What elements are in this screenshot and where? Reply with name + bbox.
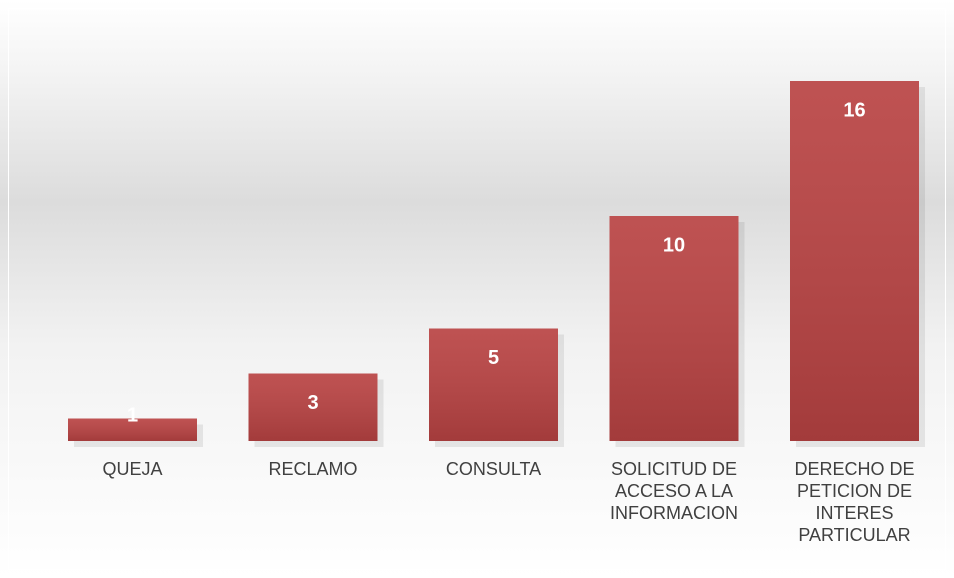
bar-shade (68, 418, 197, 441)
bar-shade (790, 81, 919, 441)
value-label: 5 (488, 347, 499, 369)
bar-shade (609, 216, 739, 441)
x-tick-label: CONSULTA (445, 459, 542, 479)
x-tick-label: SOLICITUD DE ACCESO A LA INFORMACION (610, 459, 738, 523)
plot-frame (8, 8, 946, 570)
x-tick-label: QUEJA (102, 459, 163, 479)
bar-shade (429, 328, 558, 441)
x-tick-label: RECLAMO (268, 459, 358, 479)
value-label: 1 (127, 404, 138, 426)
x-tick-label: DERECHO DE PETICION DE INTERES PARTICULA… (794, 459, 915, 545)
value-label: 16 (843, 99, 865, 121)
bar-shade (248, 373, 378, 441)
value-label: 3 (307, 392, 318, 414)
value-label: 10 (663, 234, 685, 256)
